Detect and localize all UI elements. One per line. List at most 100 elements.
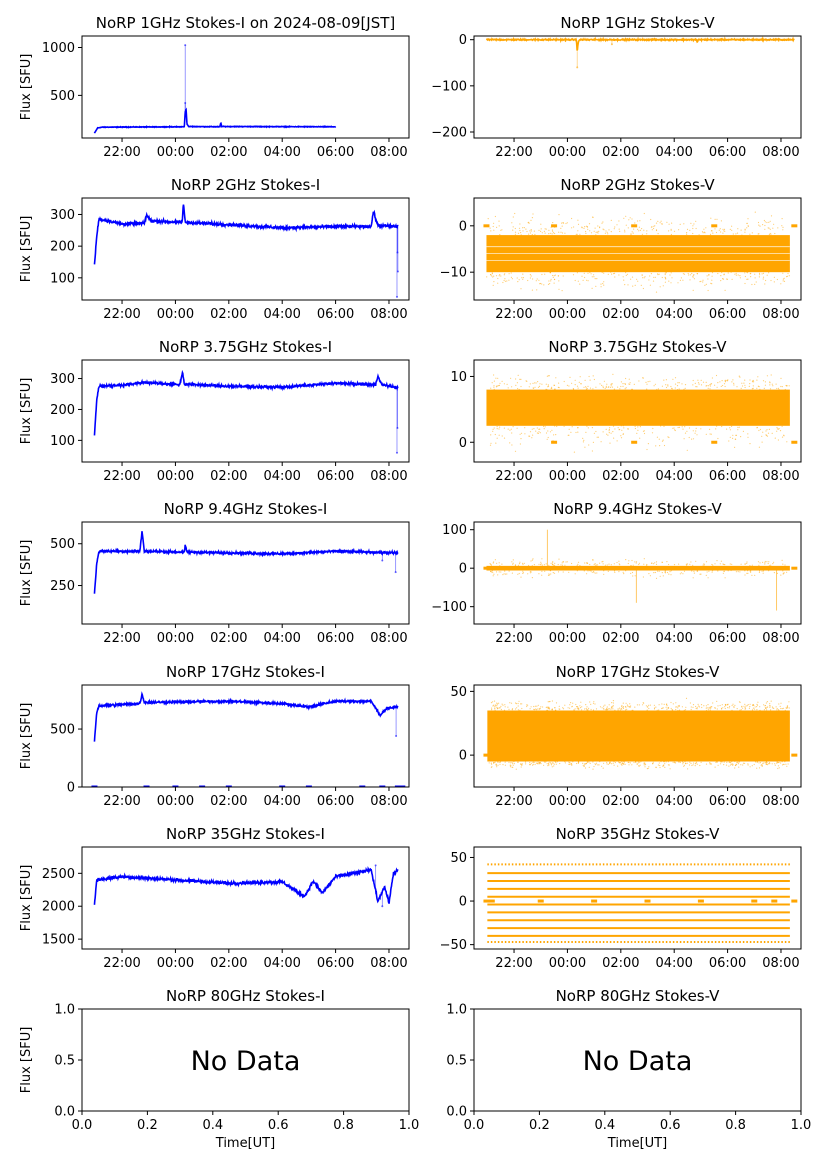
scatter-point: [643, 702, 645, 704]
scatter-point: [613, 273, 615, 275]
scatter-point: [776, 426, 778, 429]
scatter-point: [687, 768, 689, 770]
scatter-point: [512, 764, 514, 766]
scatter-point: [650, 273, 653, 275]
scatter-point: [514, 450, 517, 452]
scatter-point: [696, 708, 698, 710]
scatter-point: [619, 230, 621, 232]
scatter-point: [502, 574, 504, 576]
x-tick-label: 06:00: [317, 631, 354, 646]
scatter-point: [773, 561, 775, 563]
scatter-point: [520, 232, 522, 234]
x-tick-label: 22:00: [495, 145, 532, 160]
scatter-point: [595, 285, 597, 287]
scatter-point: [603, 272, 605, 274]
scatter-point: [696, 434, 698, 436]
scatter-point: [700, 384, 703, 386]
x-tick-label: 22:00: [103, 956, 140, 971]
x-tick-label: 00:00: [549, 469, 586, 484]
scatter-point: [767, 763, 770, 765]
scatter-point: [731, 229, 733, 231]
scatter-point: [641, 233, 644, 235]
y-tick-label: 0.0: [54, 1105, 75, 1120]
scatter-point: [762, 224, 764, 226]
scatter-point: [492, 571, 494, 574]
scatter-point: [653, 385, 655, 387]
plot-area: [93, 531, 399, 594]
axes-frame: [473, 35, 802, 139]
scatter-point: [511, 444, 513, 446]
scatter-point: [512, 426, 514, 428]
scatter-point: [729, 436, 731, 438]
spike-point: [395, 295, 398, 298]
scatter-point: [606, 433, 608, 435]
scatter-point: [722, 232, 724, 234]
scatter-point: [509, 766, 512, 768]
scatter-point: [743, 705, 745, 707]
scatter-point: [646, 706, 649, 708]
scatter-point: [620, 385, 622, 388]
scatter-point: [550, 764, 553, 766]
scatter-point: [582, 441, 585, 443]
scatter-point: [553, 282, 555, 284]
scatter-point: [529, 431, 532, 433]
scatter-point: [646, 768, 649, 770]
scatter-point: [494, 709, 496, 712]
scatter-point: [726, 379, 728, 382]
scatter-point: [763, 219, 766, 222]
scatter-point: [644, 276, 646, 278]
scatter-point: [705, 709, 708, 712]
scatter-point: [633, 228, 635, 230]
x-tick-label: 1.0: [399, 1118, 420, 1133]
x-tick-label: 02:00: [602, 469, 639, 484]
scatter-point: [537, 761, 539, 763]
scatter-point: [744, 228, 746, 230]
x-tick-label: 08:00: [370, 307, 407, 322]
scatter-point: [763, 709, 766, 711]
scatter-point: [568, 385, 570, 387]
scatter-point: [605, 230, 607, 232]
scatter-point: [654, 225, 656, 227]
scatter-point: [664, 572, 667, 574]
scatter-point: [619, 388, 621, 390]
scatter-point: [549, 569, 551, 572]
scatter-point: [585, 704, 587, 706]
scatter-point: [576, 706, 578, 708]
scatter-point: [769, 388, 772, 390]
scatter-point: [529, 572, 532, 574]
scatter-point: [518, 700, 520, 702]
scatter-point: [518, 279, 520, 281]
scatter-point: [682, 428, 684, 430]
scatter-point: [683, 765, 685, 767]
scatter-point: [758, 446, 761, 448]
scatter-point: [528, 386, 530, 388]
x-tick-label: 04:00: [263, 307, 300, 322]
scatter-point: [513, 763, 515, 765]
scatter-point: [655, 577, 658, 580]
scatter-point: [539, 282, 542, 285]
scatter-point: [716, 218, 718, 220]
scatter-point: [655, 706, 657, 708]
scatter-point: [508, 279, 510, 281]
scatter-point: [723, 228, 726, 230]
scatter-point: [658, 704, 660, 706]
scatter-point: [547, 701, 549, 703]
scatter-point: [547, 765, 549, 767]
scatter-point: [571, 227, 573, 229]
scatter-point: [707, 387, 709, 389]
scatter-point: [746, 271, 748, 273]
scatter-point: [560, 231, 562, 233]
scatter-point: [692, 232, 694, 235]
flag-mark: [751, 899, 758, 903]
scatter-point: [764, 228, 766, 230]
scatter-point: [640, 761, 642, 763]
scatter-point: [664, 763, 666, 765]
scatter-point: [606, 564, 608, 566]
scatter-point: [649, 275, 651, 277]
scatter-point: [495, 442, 497, 444]
scatter-point: [670, 229, 672, 231]
scatter-point: [626, 273, 629, 275]
scatter-point: [759, 428, 762, 431]
scatter-point: [663, 703, 665, 706]
